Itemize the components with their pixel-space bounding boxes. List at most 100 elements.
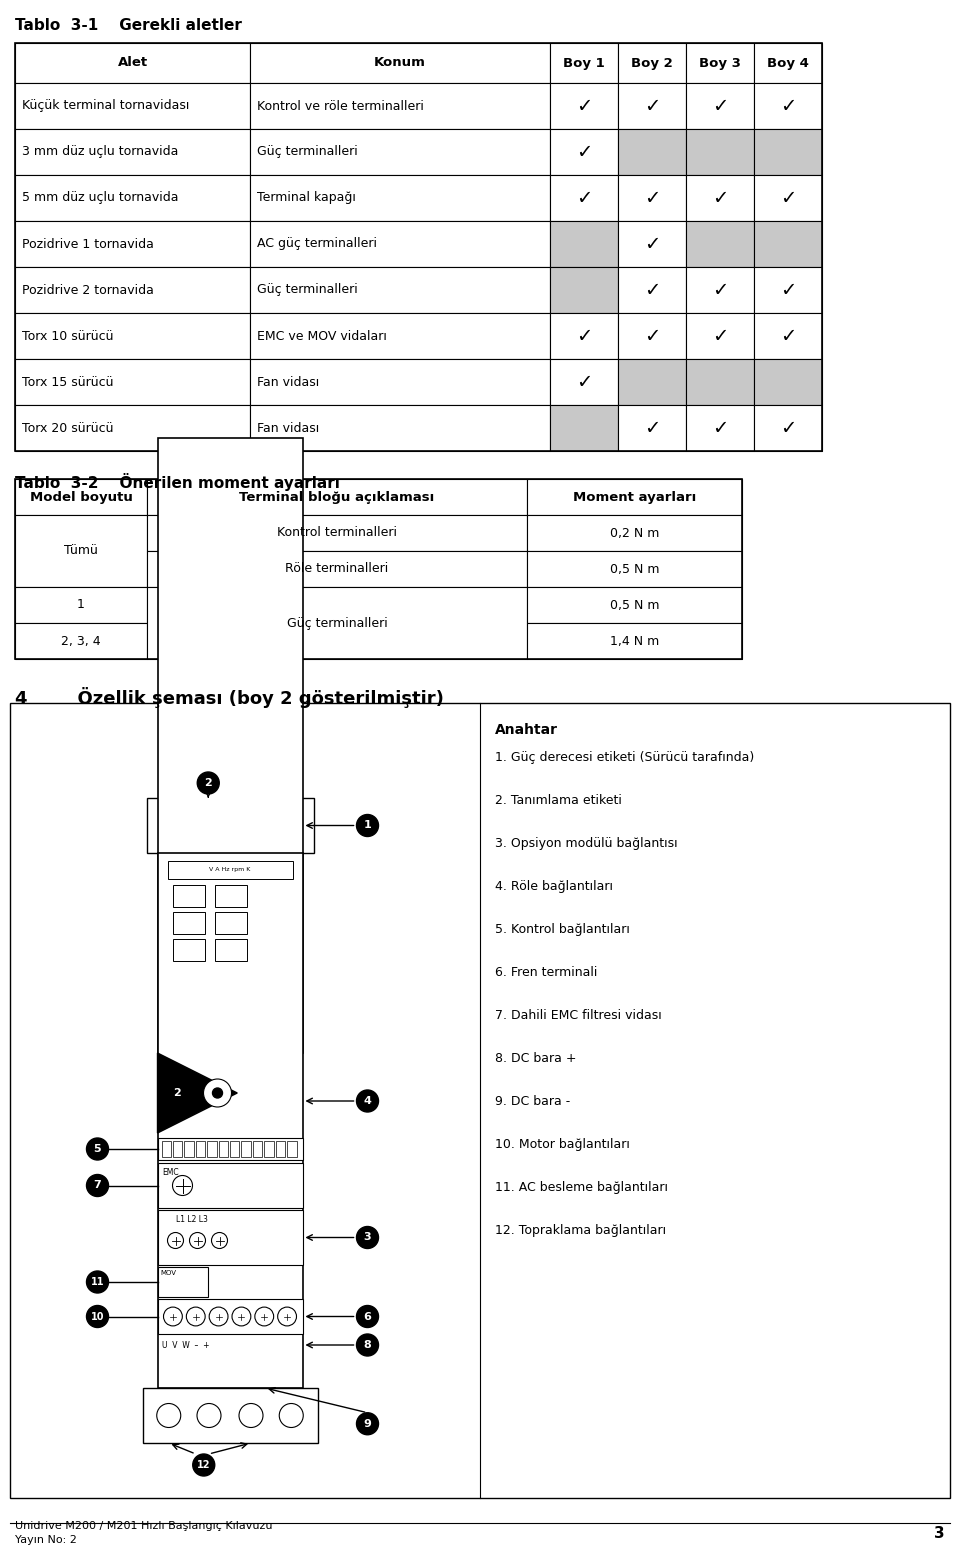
Circle shape — [204, 1079, 231, 1107]
Bar — [618, 82, 686, 129]
Text: ✓: ✓ — [711, 188, 729, 208]
Text: L1 L2 L3: L1 L2 L3 — [176, 1214, 207, 1224]
Text: Konum: Konum — [374, 56, 426, 70]
Bar — [173, 912, 204, 933]
Bar — [754, 314, 822, 359]
Circle shape — [277, 1308, 297, 1326]
Text: Unidrive M200 / M201 Hızlı Başlangıç Kılavuzu
Yayın No: 2: Unidrive M200 / M201 Hızlı Başlangıç Kıl… — [15, 1520, 273, 1545]
Bar — [173, 940, 204, 961]
Bar — [618, 175, 686, 221]
Text: 8. DC bara +: 8. DC bara + — [495, 1051, 577, 1065]
Text: Torx 10 sürücü: Torx 10 sürücü — [22, 329, 113, 343]
Bar — [550, 405, 618, 450]
Text: ✓: ✓ — [711, 326, 729, 345]
Bar — [147, 478, 527, 516]
Text: ✓: ✓ — [780, 188, 796, 208]
Bar — [15, 175, 250, 221]
Bar — [686, 175, 754, 221]
Text: U  V  W  –  +: U V W – + — [161, 1340, 209, 1350]
Text: Fan vidası: Fan vidası — [257, 376, 320, 388]
Text: 3: 3 — [934, 1525, 945, 1541]
Text: Moment ayarları: Moment ayarları — [573, 491, 696, 503]
Circle shape — [232, 1308, 251, 1326]
Bar — [250, 221, 550, 267]
Text: 4        Özellik şeması (boy 2 gösterilmiştir): 4 Özellik şeması (boy 2 gösterilmiştir) — [15, 686, 444, 708]
Bar — [15, 405, 250, 450]
Bar — [157, 1138, 302, 1160]
Bar — [618, 43, 686, 82]
Text: 1. Güç derecesi etiketi (Sürücü tarafında): 1. Güç derecesi etiketi (Sürücü tarafınd… — [495, 752, 755, 764]
Bar — [754, 82, 822, 129]
Bar — [250, 314, 550, 359]
Circle shape — [86, 1306, 108, 1328]
Bar — [157, 1298, 302, 1334]
Bar — [686, 221, 754, 267]
Text: 12: 12 — [197, 1460, 210, 1471]
Text: Tablo  3-1    Gerekli aletler: Tablo 3-1 Gerekli aletler — [15, 19, 242, 33]
Text: ✓: ✓ — [644, 235, 660, 253]
Text: ✓: ✓ — [644, 188, 660, 208]
Text: ✓: ✓ — [576, 326, 592, 345]
Text: ✓: ✓ — [576, 373, 592, 391]
Bar — [250, 359, 550, 405]
Bar — [15, 623, 147, 658]
Text: 2: 2 — [204, 778, 212, 787]
Bar — [10, 704, 950, 1499]
Bar — [686, 314, 754, 359]
Bar — [184, 1141, 194, 1157]
Text: 9. DC bara -: 9. DC bara - — [495, 1095, 570, 1107]
Bar — [754, 221, 822, 267]
Text: 3. Opsiyon modülü bağlantısı: 3. Opsiyon modülü bağlantısı — [495, 837, 678, 849]
Text: ✓: ✓ — [644, 96, 660, 115]
Bar — [550, 359, 618, 405]
Text: ✓: ✓ — [644, 281, 660, 300]
Bar — [147, 798, 314, 853]
Bar — [15, 82, 250, 129]
Bar — [142, 1388, 318, 1443]
Bar — [276, 1141, 285, 1157]
Bar — [618, 314, 686, 359]
Bar — [15, 516, 147, 587]
Bar — [264, 1141, 274, 1157]
Bar — [754, 359, 822, 405]
Circle shape — [86, 1138, 108, 1160]
Text: ✓: ✓ — [644, 418, 660, 438]
Text: ✓: ✓ — [644, 326, 660, 345]
Circle shape — [356, 1413, 378, 1435]
Bar — [214, 912, 247, 933]
Text: 1: 1 — [364, 820, 372, 831]
Bar — [207, 1141, 217, 1157]
Text: 10: 10 — [91, 1311, 105, 1322]
Text: Kontrol terminalleri: Kontrol terminalleri — [277, 526, 397, 539]
Bar — [618, 359, 686, 405]
Circle shape — [212, 1089, 223, 1098]
Bar — [550, 175, 618, 221]
Bar — [250, 129, 550, 175]
Bar — [527, 478, 742, 516]
Circle shape — [356, 1090, 378, 1112]
Bar — [686, 267, 754, 314]
Bar — [15, 221, 250, 267]
Text: 0,5 N m: 0,5 N m — [610, 562, 660, 576]
Polygon shape — [157, 1053, 237, 1134]
Text: 5: 5 — [94, 1145, 102, 1154]
Bar — [15, 43, 822, 450]
Bar — [252, 1141, 262, 1157]
Text: 7. Dahili EMC filtresi vidası: 7. Dahili EMC filtresi vidası — [495, 1009, 661, 1022]
Bar — [527, 623, 742, 658]
Circle shape — [254, 1308, 274, 1326]
Text: Güç terminalleri: Güç terminalleri — [257, 146, 358, 158]
Circle shape — [156, 1404, 180, 1427]
Text: Torx 20 sürücü: Torx 20 sürücü — [22, 421, 113, 435]
Bar — [15, 587, 147, 623]
Circle shape — [173, 1176, 193, 1196]
Text: 1,4 N m: 1,4 N m — [610, 635, 660, 648]
Bar — [686, 405, 754, 450]
Circle shape — [86, 1174, 108, 1196]
Circle shape — [209, 1308, 228, 1326]
Bar — [550, 267, 618, 314]
Bar — [15, 43, 250, 82]
Bar — [527, 516, 742, 551]
Text: Röle terminalleri: Röle terminalleri — [285, 562, 389, 576]
Text: ✓: ✓ — [576, 143, 592, 162]
